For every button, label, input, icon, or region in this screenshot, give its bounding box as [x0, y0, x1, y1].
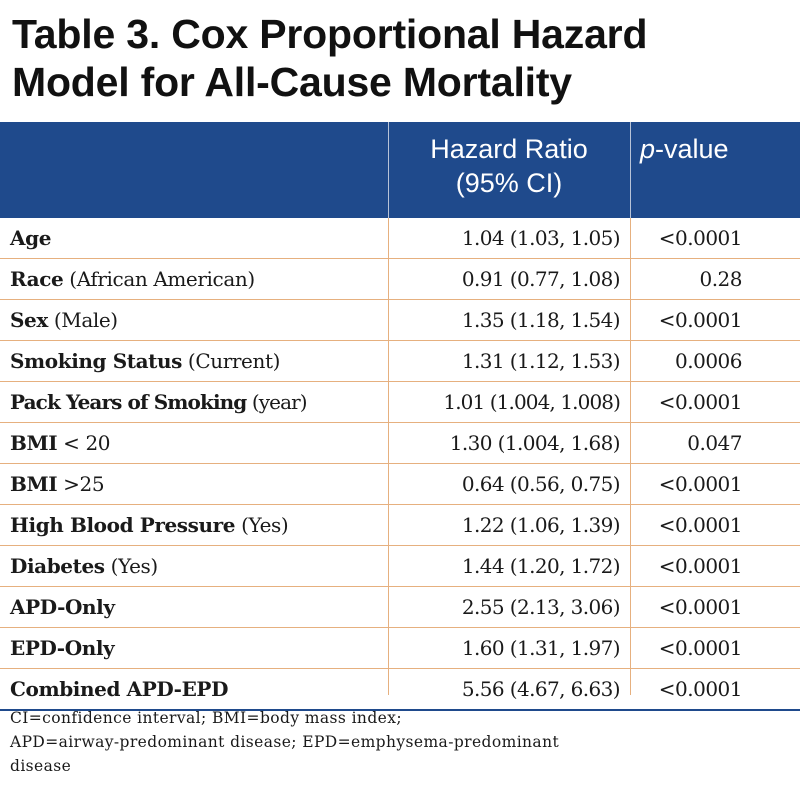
- table-row: APD-Only 2.55 (2.13, 3.06) <0.0001: [0, 587, 800, 628]
- row-label: Smoking Status (Current): [10, 349, 280, 373]
- row-p-value: <0.0001: [658, 390, 743, 414]
- row-label: Combined APD-EPD: [10, 677, 229, 701]
- header-divider-1: [388, 122, 389, 218]
- table-row: Age 1.04 (1.03, 1.05) <0.0001: [0, 218, 800, 259]
- table-row: EPD-Only 1.60 (1.31, 1.97) <0.0001: [0, 628, 800, 669]
- row-hazard-ratio: 5.56 (4.67, 6.63): [461, 677, 621, 701]
- row-hazard-ratio: 2.55 (2.13, 3.06): [461, 595, 621, 619]
- row-p-value: 0.047: [687, 431, 742, 455]
- table-row: BMI < 20 1.30 (1.004, 1.68) 0.047: [0, 423, 800, 464]
- row-hazard-ratio: 0.91 (0.77, 1.08): [461, 267, 621, 291]
- table-row: Combined APD-EPD 5.56 (4.67, 6.63) <0.00…: [0, 669, 800, 711]
- header-hazard-ratio-line-1: Hazard Ratio: [430, 134, 588, 164]
- row-label: Age: [10, 226, 52, 250]
- table-row: Diabetes (Yes) 1.44 (1.20, 1.72) <0.0001: [0, 546, 800, 587]
- row-p-value: <0.0001: [658, 636, 743, 660]
- row-p-value: <0.0001: [658, 472, 743, 496]
- row-label: Race (African American): [10, 267, 255, 291]
- row-p-value: 0.28: [699, 267, 742, 291]
- column-divider-2: [630, 218, 631, 695]
- table-header: Hazard Ratio (95% CI) p-value: [0, 122, 800, 218]
- row-label: BMI < 20: [10, 431, 111, 455]
- row-p-value: 0.0006: [675, 349, 742, 373]
- footnote-line-3: disease: [10, 757, 72, 775]
- table-row: BMI >25 0.64 (0.56, 0.75) <0.0001: [0, 464, 800, 505]
- row-p-value: <0.0001: [658, 554, 743, 578]
- row-hazard-ratio: 1.01 (1.004, 1.008): [443, 390, 621, 414]
- row-label: Pack Years of Smoking (year): [10, 390, 308, 414]
- row-label: APD-Only: [10, 595, 115, 619]
- table-row: Smoking Status (Current) 1.31 (1.12, 1.5…: [0, 341, 800, 382]
- table-footnote: CI=confidence interval; BMI=body mass in…: [10, 706, 790, 778]
- footnote-line-1: CI=confidence interval; BMI=body mass in…: [10, 709, 402, 727]
- header-divider-2: [630, 122, 631, 218]
- row-p-value: <0.0001: [658, 677, 743, 701]
- table-row: Pack Years of Smoking (year) 1.01 (1.004…: [0, 382, 800, 423]
- header-p-value: p-value: [640, 132, 750, 166]
- row-p-value: <0.0001: [658, 308, 743, 332]
- row-label: Diabetes (Yes): [10, 554, 158, 578]
- row-p-value: <0.0001: [658, 513, 743, 537]
- header-p-value-rest: -value: [655, 134, 729, 164]
- table-row: High Blood Pressure (Yes) 1.22 (1.06, 1.…: [0, 505, 800, 546]
- footnote-line-2: APD=airway-predominant disease; EPD=emph…: [10, 733, 560, 751]
- row-p-value: <0.0001: [658, 226, 743, 250]
- table-title: Table 3. Cox Proportional Hazard Model f…: [12, 10, 792, 106]
- row-hazard-ratio: 1.35 (1.18, 1.54): [461, 308, 621, 332]
- row-hazard-ratio: 1.60 (1.31, 1.97): [461, 636, 621, 660]
- header-hazard-ratio: Hazard Ratio (95% CI): [390, 132, 628, 200]
- table-row: Sex (Male) 1.35 (1.18, 1.54) <0.0001: [0, 300, 800, 341]
- row-label: EPD-Only: [10, 636, 115, 660]
- header-hazard-ratio-line-2: (95% CI): [455, 168, 563, 198]
- row-hazard-ratio: 1.44 (1.20, 1.72): [461, 554, 621, 578]
- row-label: Sex (Male): [10, 308, 118, 332]
- row-label: BMI >25: [10, 472, 105, 496]
- row-hazard-ratio: 0.64 (0.56, 0.75): [461, 472, 621, 496]
- row-hazard-ratio: 1.30 (1.004, 1.68): [449, 431, 621, 455]
- table-row: Race (African American) 0.91 (0.77, 1.08…: [0, 259, 800, 300]
- column-divider-1: [388, 218, 389, 695]
- row-hazard-ratio: 1.22 (1.06, 1.39): [461, 513, 621, 537]
- table-body: Age 1.04 (1.03, 1.05) <0.0001 Race (Afri…: [0, 218, 800, 711]
- table-title-line-1: Table 3. Cox Proportional Hazard: [12, 11, 648, 57]
- row-hazard-ratio: 1.04 (1.03, 1.05): [461, 226, 621, 250]
- row-label: High Blood Pressure (Yes): [10, 513, 289, 537]
- table-title-line-2: Model for All-Cause Mortality: [12, 59, 572, 105]
- header-p-italic: p: [640, 134, 656, 164]
- row-hazard-ratio: 1.31 (1.12, 1.53): [461, 349, 621, 373]
- row-p-value: <0.0001: [658, 595, 743, 619]
